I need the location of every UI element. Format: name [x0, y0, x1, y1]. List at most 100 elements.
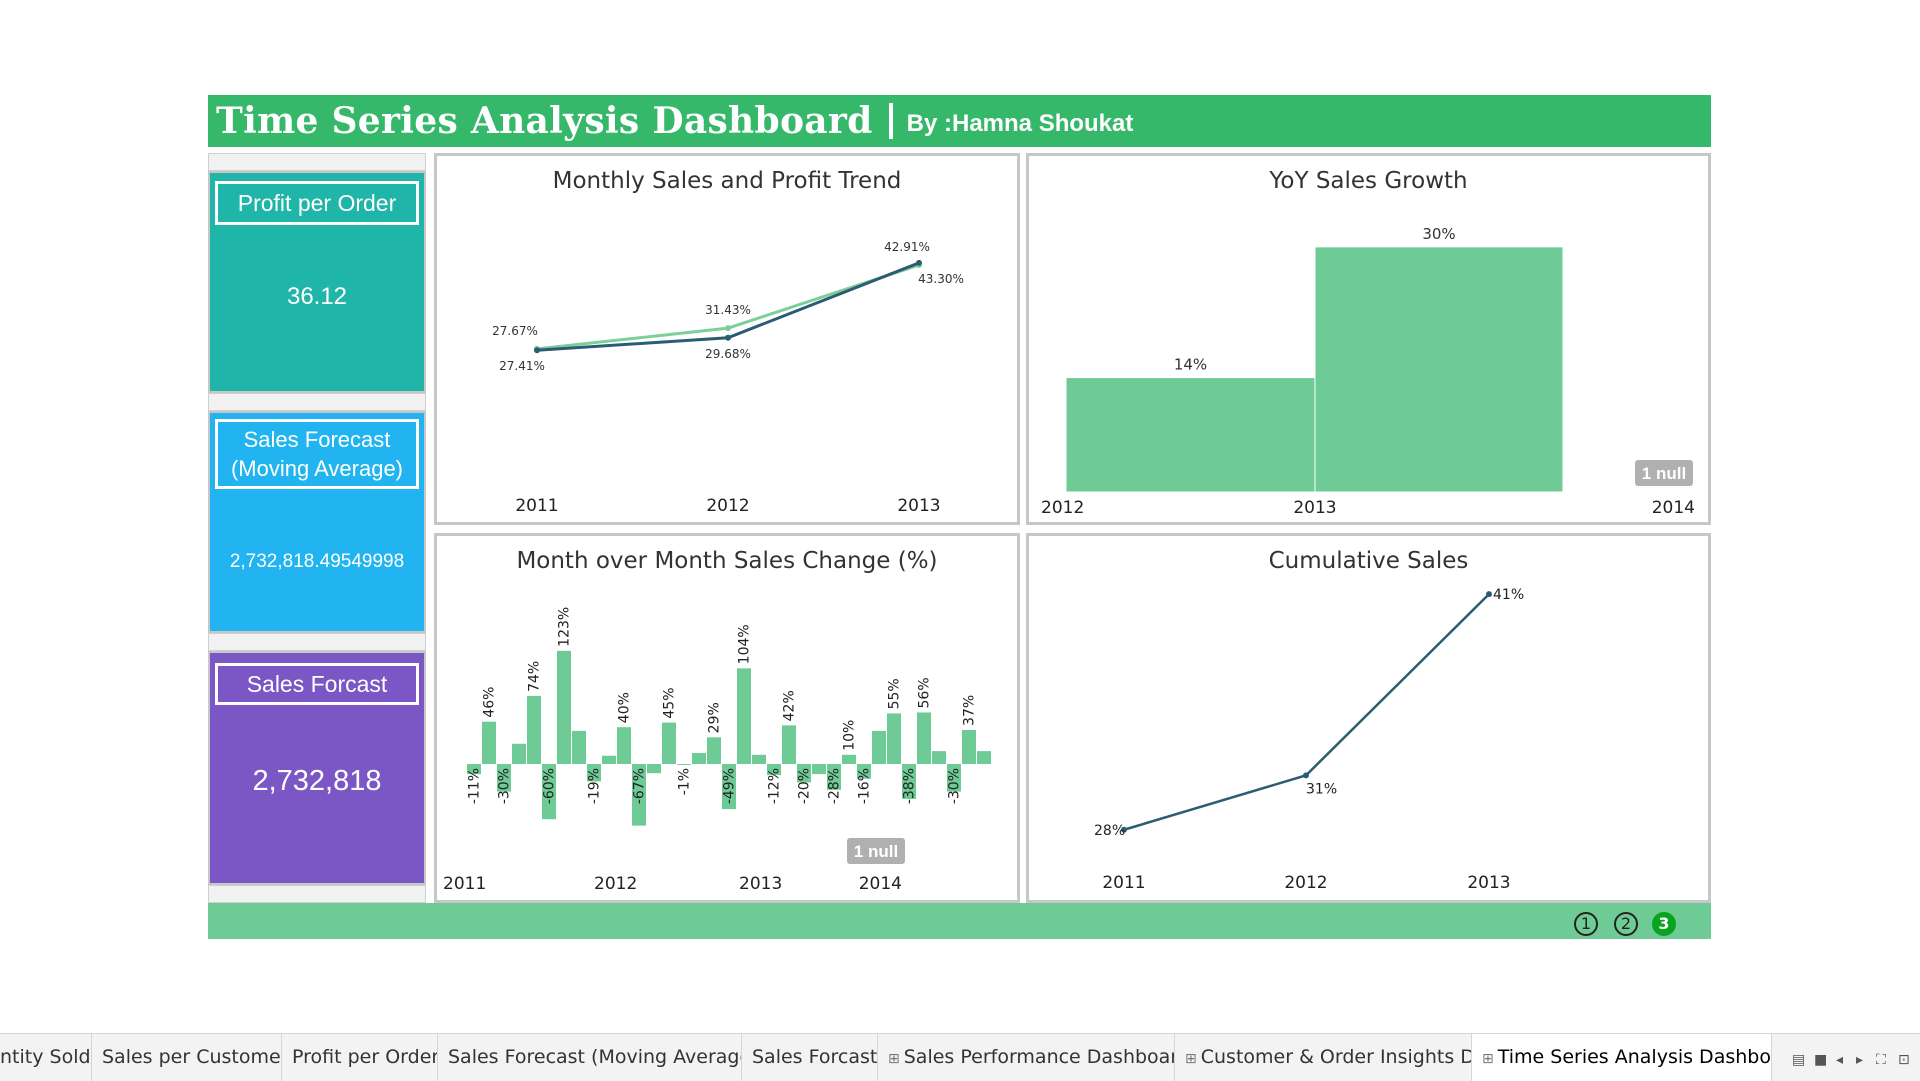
tab-label: Time Series Analysis Dashbo... — [1497, 1046, 1772, 1068]
bar-label: -16% — [857, 768, 873, 804]
dashboard: Time Series Analysis Dashboard By :Hamna… — [208, 95, 1711, 939]
bar — [707, 737, 721, 764]
yoy-growth-chart: 14% 30% 2012 2013 2014 1 null — [1041, 225, 1695, 518]
x-tick-label: 2013 — [897, 496, 940, 516]
kpi-sales-forecast-moving-average[interactable]: Sales Forecast (Moving Average) 2,732,81… — [208, 411, 426, 633]
bar — [917, 712, 931, 764]
dashboard-icon: ⊞ — [1482, 1051, 1494, 1067]
grid-view-icon[interactable]: ▤ — [1792, 1052, 1806, 1068]
kpi-profit-per-order[interactable]: Profit per Order 36.12 — [208, 171, 426, 393]
bar — [602, 755, 616, 764]
panel-cumulative-sales[interactable]: Cumulative Sales 28% 31% 41% 2011 2012 2013 — [1026, 533, 1711, 903]
data-point — [1486, 591, 1492, 598]
null-badge — [847, 838, 905, 864]
bar — [482, 721, 496, 764]
x-tick-label: 2014 — [859, 874, 902, 894]
bar — [587, 764, 601, 782]
page-3-button[interactable]: 3 — [1652, 912, 1676, 936]
bar — [737, 668, 751, 764]
tab-sales-per-customer[interactable]: Sales per Customer — [92, 1034, 282, 1081]
x-tick-label: 2011 — [443, 874, 486, 894]
tab-label: Customer & Order Insights Da... — [1200, 1046, 1471, 1068]
chart-title: Monthly Sales and Profit Trend — [552, 168, 902, 194]
sheet-tab-bar: ntity Sold Sales per Customer Profit per… — [0, 1033, 1920, 1081]
dashboard-icon: ⊞ — [1185, 1051, 1197, 1067]
data-label: 28% — [1094, 823, 1125, 839]
data-label: 29.68% — [705, 347, 751, 361]
panel-mom-sales-change[interactable]: Month over Month Sales Change (%) -11% 46… — [434, 533, 1020, 903]
kpi-label: Profit per Order — [215, 181, 419, 225]
bar — [797, 764, 811, 783]
bar-label: 123% — [557, 607, 573, 647]
data-label: 31% — [1306, 781, 1337, 797]
filmstrip-view-icon[interactable]: ■ — [1814, 1052, 1828, 1068]
kpi-value: 36.12 — [286, 283, 348, 310]
kpi-spacer — [208, 885, 426, 903]
bar — [947, 764, 961, 792]
scroll-left-icon[interactable]: ◂ — [1836, 1052, 1844, 1068]
dashboard-footer: 1 2 3 — [208, 903, 1711, 939]
data-label: 42.91% — [884, 240, 930, 254]
page-2-button[interactable]: 2 — [1614, 912, 1638, 936]
chart-title: Cumulative Sales — [1268, 548, 1469, 574]
data-point — [1121, 826, 1127, 833]
tab-label: Profit per Order — [292, 1046, 438, 1068]
kpi-sales-forcast[interactable]: Sales Forcast 2,732,818 — [208, 651, 426, 885]
x-tick-label: 2012 — [594, 874, 637, 894]
tab-customer-order-insights[interactable]: ⊞Customer & Order Insights Da... — [1175, 1034, 1472, 1081]
bar-label: -30% — [947, 768, 963, 804]
tab-sales-forecast-moving-average[interactable]: Sales Forecast (Moving Average) — [438, 1034, 742, 1081]
bar — [542, 764, 556, 820]
mom-change-chart: -11% 46% -30% 74% -60% 123% -19% 40% -67% 45% -1% 2… — [443, 607, 991, 894]
x-tick-label: 2011 — [1102, 873, 1145, 893]
fullscreen-icon[interactable]: ⛶ — [1876, 1052, 1886, 1068]
panel-yoy-sales-growth[interactable]: YoY Sales Growth 14% 30% 2012 2013 2014 1 nul… — [1026, 153, 1711, 525]
bar-label: 56% — [917, 677, 933, 708]
bar-label: 14% — [1174, 356, 1207, 374]
bar-label: 45% — [662, 687, 678, 718]
data-point — [534, 347, 540, 354]
tab-time-series-analysis[interactable]: ⊞ Time Series Analysis Dashbo... — [1472, 1034, 1772, 1081]
x-tick-label: 2014 — [1652, 498, 1695, 518]
chart-title: YoY Sales Growth — [1269, 168, 1468, 194]
bar — [902, 764, 916, 799]
bar-label: -67% — [632, 768, 648, 804]
tab-label: Sales per Customer — [102, 1046, 282, 1068]
bar-label: -1% — [677, 768, 693, 795]
dashboard-title: Time Series Analysis Dashboard — [216, 100, 873, 142]
bar — [632, 764, 646, 826]
bar-label: 104% — [737, 624, 753, 664]
bar — [887, 713, 901, 764]
data-label: 31.43% — [705, 303, 751, 317]
data-point — [1303, 772, 1309, 779]
tab-label: ntity Sold — [0, 1046, 91, 1068]
dashboard-icon: ⊞ — [888, 1051, 900, 1067]
panel-monthly-sales-profit[interactable]: Monthly Sales and Profit Trend 27.67% 31.… — [434, 153, 1020, 525]
bar — [857, 764, 871, 779]
tab-quantity-sold[interactable]: ntity Sold — [0, 1034, 92, 1081]
bar — [812, 764, 826, 775]
title-separator — [888, 103, 893, 139]
bar-label: -28% — [827, 768, 843, 804]
kpi-spacer — [208, 633, 426, 651]
bar-label: 74% — [527, 661, 543, 692]
bar-label: 10% — [842, 720, 858, 751]
x-tick-label: 2013 — [1467, 873, 1510, 893]
bar — [557, 650, 571, 764]
monthly-trend-chart: 27.67% 31.43% 42.91% 27.41% 29.68% 43.30% 2011… — [492, 240, 964, 516]
x-tick-label: 2011 — [515, 496, 558, 516]
scroll-right-icon[interactable]: ▸ — [1856, 1052, 1864, 1068]
bar-label: -49% — [722, 768, 738, 804]
data-label: 41% — [1493, 587, 1524, 603]
kpi-value: 2,732,818 — [252, 765, 382, 797]
bar — [782, 725, 796, 764]
null-badge-label: 1 null — [854, 842, 898, 861]
page-1-button[interactable]: 1 — [1574, 912, 1598, 936]
tab-sales-forcast[interactable]: Sales Forcast — [742, 1034, 878, 1081]
cumulative-sales-chart: 28% 31% 41% 2011 2012 2013 — [1094, 587, 1524, 893]
tab-profit-per-order[interactable]: Profit per Order — [282, 1034, 438, 1081]
present-icon[interactable]: ⊡ — [1898, 1052, 1910, 1068]
bar — [527, 695, 541, 764]
tab-sales-performance-dashboard[interactable]: ⊞ Sales Performance Dashboard — [878, 1034, 1175, 1081]
data-point — [916, 259, 922, 266]
